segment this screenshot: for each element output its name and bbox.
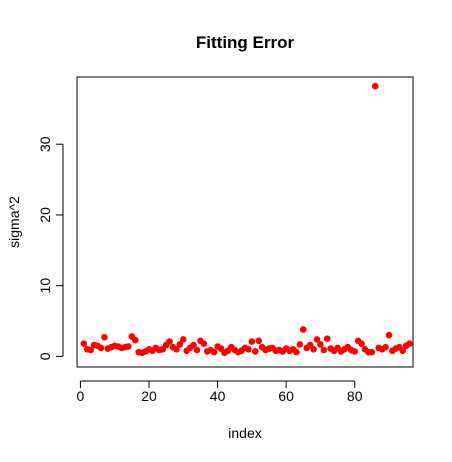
- data-point: [179, 336, 187, 343]
- data-point: [351, 348, 359, 355]
- data-point: [251, 348, 259, 355]
- chart-title: Fitting Error: [196, 33, 295, 52]
- data-point: [173, 346, 180, 353]
- y-tick-label: 20: [37, 207, 53, 223]
- data-point: [166, 338, 173, 345]
- data-point: [320, 346, 328, 354]
- data-point: [293, 348, 300, 356]
- x-tick-label: 0: [77, 388, 85, 404]
- data-point: [382, 343, 389, 351]
- data-point: [131, 336, 139, 344]
- data-point: [245, 346, 252, 353]
- x-axis: 0 20 40 60 80: [77, 380, 363, 404]
- y-tick-label: 0: [37, 352, 53, 360]
- data-point: [87, 346, 95, 354]
- data-point: [323, 335, 331, 343]
- data-point: [125, 343, 132, 350]
- data-point: [190, 341, 197, 349]
- data-point: [200, 340, 208, 347]
- data-point: [193, 346, 201, 354]
- data-point: [101, 333, 108, 341]
- data-point: [176, 341, 184, 348]
- x-tick-label: 20: [141, 388, 157, 404]
- data-point: [210, 348, 218, 356]
- data-point: [313, 336, 321, 343]
- x-tick-label: 80: [347, 388, 363, 404]
- data-point: [248, 338, 256, 345]
- data-point: [80, 340, 88, 347]
- data-point: [299, 326, 307, 333]
- y-tick-label: 10: [37, 278, 53, 294]
- y-axis: 0 10 20 30: [37, 136, 64, 360]
- data-point: [317, 341, 324, 348]
- x-axis-label: index: [228, 425, 261, 441]
- data-point: [255, 337, 263, 345]
- plot-frame: [76, 76, 414, 368]
- data-point: [310, 346, 317, 353]
- data-point: [296, 341, 304, 348]
- y-axis-label: sigma^2: [6, 196, 22, 248]
- data-point: [368, 348, 376, 356]
- data-point: [97, 344, 105, 352]
- data-point: [371, 82, 379, 90]
- data-points: [80, 82, 413, 357]
- data-point: [385, 331, 393, 339]
- y-tick-label: 30: [37, 136, 53, 152]
- data-point: [358, 340, 365, 347]
- data-point: [399, 347, 407, 355]
- x-tick-label: 60: [278, 388, 294, 404]
- x-tick-label: 40: [210, 388, 226, 404]
- data-point: [406, 340, 413, 347]
